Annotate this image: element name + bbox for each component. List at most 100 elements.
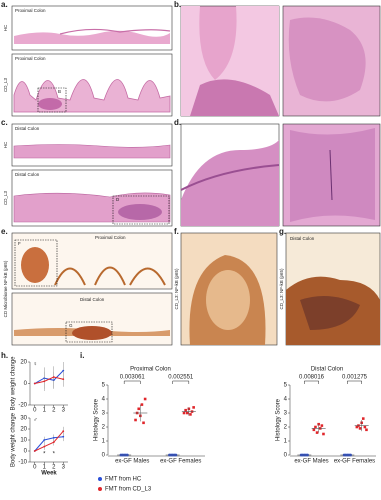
y-tick-label: 10 (20, 438, 27, 444)
inset-label: G (69, 323, 73, 328)
y-tick-label: 1 (102, 439, 106, 445)
y-tick-label: 30 (20, 416, 27, 422)
tissue (59, 28, 171, 35)
point (52, 441, 55, 444)
y-tick-label: 3 (102, 411, 106, 417)
point (322, 432, 325, 436)
x-tick-label: 1 (43, 465, 47, 471)
x-tick-label: 0 (33, 408, 37, 414)
tissue (38, 98, 62, 110)
inset-box (14, 239, 58, 287)
legend-label: FMT from CD_L3 (105, 487, 152, 493)
y-tick-label: 2 (284, 425, 288, 431)
y-tick-label: 3 (284, 411, 288, 417)
point (134, 418, 137, 422)
point (192, 406, 195, 409)
point (62, 369, 65, 372)
inset-label: D (116, 197, 120, 202)
tissue (190, 79, 279, 116)
image-label: Distal Colon (80, 297, 105, 302)
line (34, 430, 64, 452)
x-tick-label: 3 (62, 465, 66, 471)
point (52, 376, 55, 378)
inset-label: F (18, 241, 21, 246)
y-tick-label: 2 (102, 425, 106, 431)
row-label: CD_L3: NF-kB (p65) (279, 268, 284, 310)
legend-marker (98, 477, 102, 481)
chart-title: Proximal Colon (130, 367, 171, 373)
tissue (14, 30, 170, 44)
annotation: * (53, 452, 56, 458)
y-tick-label: 5 (284, 383, 288, 389)
inset-box (65, 321, 113, 343)
y-tick-label: 4 (284, 397, 288, 403)
bracket (172, 380, 190, 384)
image-label: Distal Colon (15, 172, 40, 177)
point (62, 378, 65, 381)
row-label: CD_L3 (3, 191, 8, 206)
y-tick-label: 0 (24, 381, 28, 387)
row-label: HC (3, 141, 8, 148)
panel-label: d. (174, 118, 181, 127)
point (358, 427, 362, 430)
point (140, 403, 144, 406)
point (184, 408, 187, 412)
y-tick-label: 0 (24, 449, 28, 455)
y-axis-label: Histology Score (94, 398, 100, 441)
annotation: * (43, 452, 46, 458)
point (43, 445, 46, 448)
bracket (347, 380, 362, 384)
y-tick-label: 1 (284, 439, 288, 445)
point (189, 413, 192, 416)
y-tick-label: 0 (102, 453, 106, 459)
x-tick-label: 2 (52, 408, 56, 414)
panel-label: h. (1, 351, 8, 360)
y-tick-label: -10 (18, 460, 27, 466)
inset-box (112, 195, 170, 225)
line (34, 370, 64, 384)
panel-label: i. (80, 351, 84, 360)
point (62, 435, 65, 438)
tissue (300, 296, 360, 330)
p-value: 0.003061 (120, 375, 146, 381)
tissue (21, 247, 49, 283)
y-tick-label: 0 (284, 453, 288, 459)
panel-label: c. (1, 118, 8, 127)
y-axis-label: Body weight change (11, 412, 17, 467)
inset-box (37, 87, 67, 113)
tissue (180, 164, 280, 191)
panel-label: e. (1, 227, 8, 236)
point (52, 436, 55, 439)
row-label: HC (3, 24, 8, 31)
point (315, 431, 319, 434)
x-tick-label: 3 (62, 408, 66, 414)
point (43, 439, 46, 441)
y-axis-label: Histology Score (276, 398, 282, 441)
y-tick-label: 5 (102, 383, 106, 389)
point (43, 380, 46, 383)
legend-label: FMT from HC (105, 477, 142, 483)
point (363, 425, 367, 429)
panel-label: b. (174, 0, 181, 9)
tissue (118, 204, 162, 220)
panel-label: g. (279, 227, 286, 236)
tissue (54, 266, 166, 286)
sex-symbol: ♀ (33, 362, 38, 368)
bracket (304, 380, 319, 384)
point (33, 382, 36, 385)
tissue (13, 144, 171, 159)
row-label: CD Microbiome NF-kB (p65) (3, 260, 8, 317)
tissue (288, 17, 366, 102)
p-value: 0.008016 (299, 375, 325, 381)
line (34, 376, 64, 384)
point (365, 428, 368, 432)
point (314, 425, 317, 429)
panel-label: a. (1, 0, 8, 9)
point (355, 425, 359, 429)
image-label: Proximal Colon (15, 56, 46, 61)
x-tick-label: 2 (52, 465, 56, 471)
p-value: 0.002551 (168, 375, 194, 381)
legend-marker (98, 487, 102, 491)
x-tick-label: ex-GF Females (160, 459, 201, 465)
